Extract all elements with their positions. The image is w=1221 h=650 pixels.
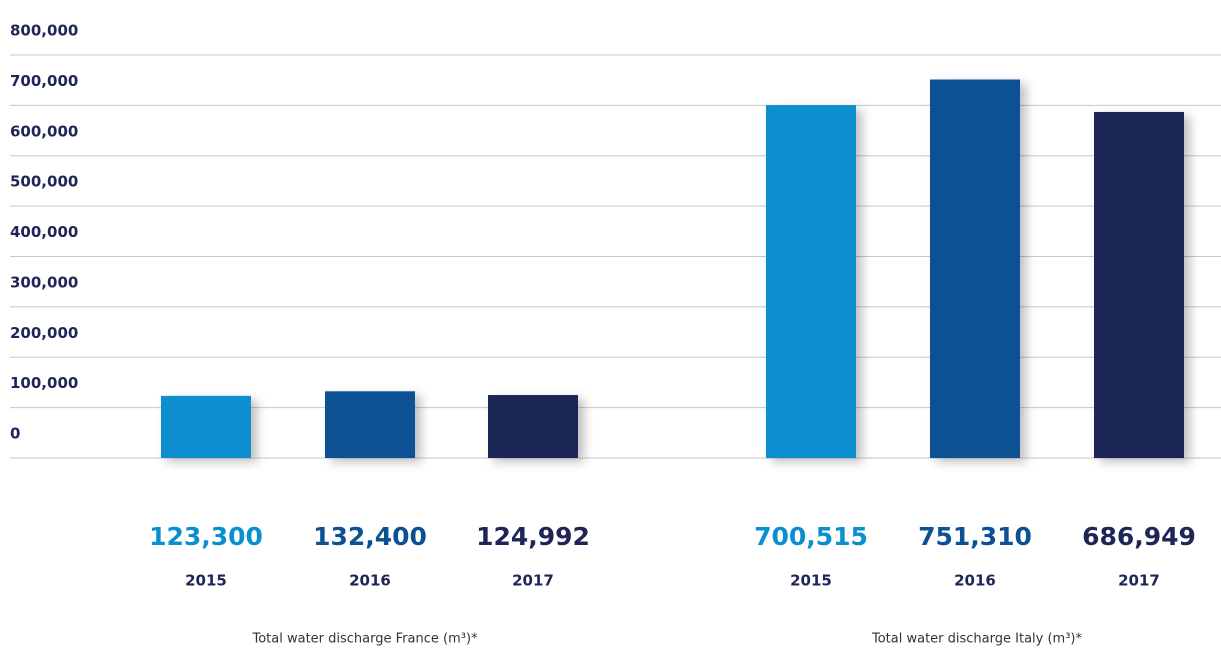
y-tick-label: 800,000 xyxy=(10,22,78,40)
x-tick-label: 2016 xyxy=(349,572,391,590)
value-label: 123,300 xyxy=(149,522,263,551)
y-tick-label: 400,000 xyxy=(10,223,78,241)
x-axis-title: Total water discharge Italy (m³)* xyxy=(871,632,1083,647)
bar xyxy=(930,79,1020,458)
bar xyxy=(1094,111,1184,459)
x-tick-label: 2015 xyxy=(790,572,832,590)
value-label: 751,310 xyxy=(918,522,1032,551)
value-label: 124,992 xyxy=(476,522,590,551)
x-tick-label: 2017 xyxy=(512,572,554,590)
y-tick-label: 500,000 xyxy=(10,173,78,191)
x-tick-label: 2017 xyxy=(1118,572,1160,590)
bar xyxy=(325,391,415,458)
x-tick-label: 2015 xyxy=(185,572,227,590)
bar xyxy=(766,105,856,458)
bar xyxy=(161,395,251,458)
value-label: 132,400 xyxy=(313,522,427,551)
y-tick-label: 600,000 xyxy=(10,122,78,140)
value-label: 686,949 xyxy=(1082,522,1196,551)
bar xyxy=(488,395,578,458)
y-tick-label: 200,000 xyxy=(10,324,78,342)
y-tick-label: 0 xyxy=(10,425,20,443)
value-label: 700,515 xyxy=(754,522,868,551)
x-tick-label: 2016 xyxy=(954,572,996,590)
y-tick-label: 100,000 xyxy=(10,374,78,392)
x-axis-title: Total water discharge France (m³)* xyxy=(251,632,478,647)
y-tick-label: 300,000 xyxy=(10,273,78,291)
y-tick-label: 700,000 xyxy=(10,72,78,90)
